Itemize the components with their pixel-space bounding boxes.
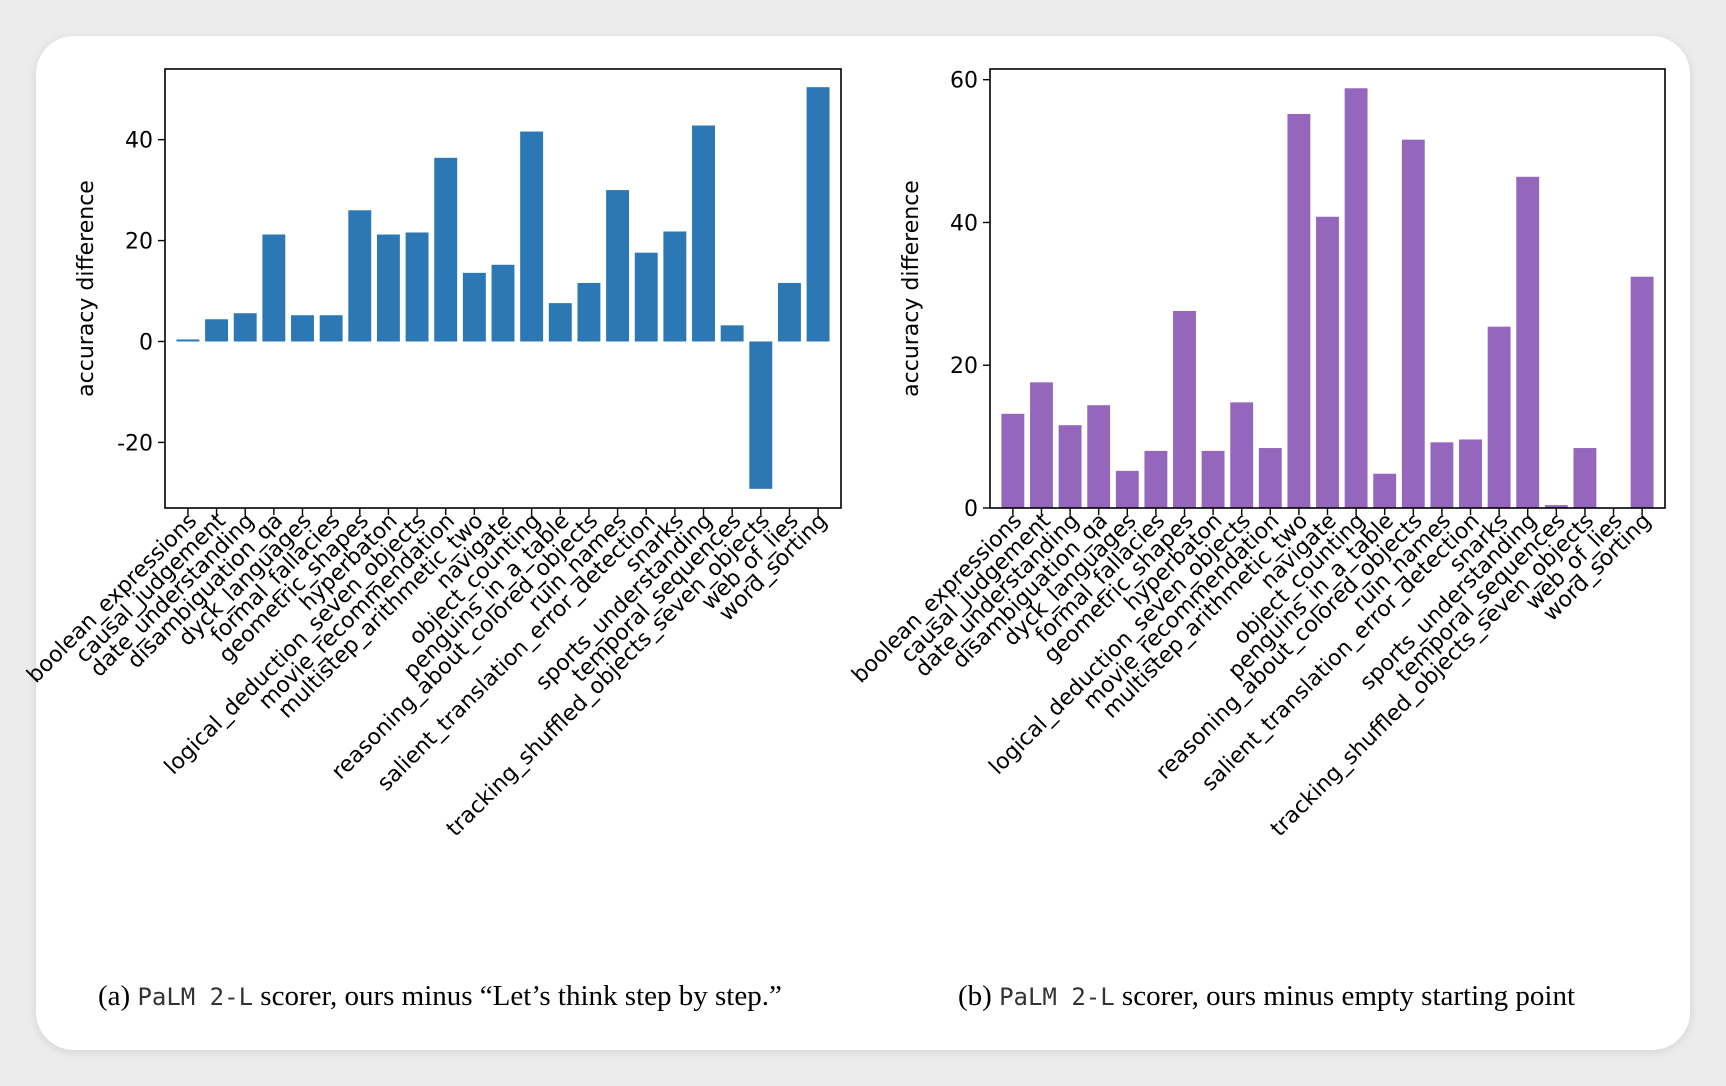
bar-salient_translation_error_detection [1459,439,1482,508]
caption-a-label: (a) [98,980,131,1012]
bar-geometric_shapes [1173,310,1196,508]
bar-ruin_names [1430,442,1454,508]
caption-a-model: PaLM 2-L [137,983,254,1011]
bar-object_counting [1344,88,1368,509]
caption-b: (b) PaLM 2-L scorer, ours minus empty st… [958,980,1575,1013]
bar-word_sorting [1630,276,1654,508]
bar-reasoning_about_colored_objects [577,282,601,342]
bar-reasoning_about_colored_objects [1401,139,1425,509]
bar-logical_deduction_seven_objects [405,232,429,342]
bar-movie_recommendation [1258,448,1282,508]
y-tick-label: 20 [950,354,978,379]
bar-date_understanding [233,313,257,342]
y-tick-label: -20 [117,431,153,456]
y-axis-label: accuracy difference [899,180,924,397]
y-tick-label: 0 [139,330,153,355]
bar-formal_fallacies [1144,450,1168,508]
bar-temporal_sequences [720,325,744,342]
y-tick-label: 60 [950,69,978,94]
caption-b-text: scorer, ours minus empty starting point [1121,980,1576,1012]
y-tick-label: 40 [950,211,978,236]
caption-a: (a) PaLM 2-L scorer, ours minus “Let’s t… [98,980,782,1013]
bar-navigate [1316,216,1339,508]
bar-word_sorting [806,87,830,342]
y-tick-label: 40 [125,129,153,154]
bar-object_counting [520,131,544,342]
bar-geometric_shapes [348,210,372,342]
bar-formal_fallacies [319,315,343,342]
bar-tracking_shuffled_objects_seven_objects [1573,448,1597,508]
bar-salient_translation_error_detection [634,252,658,342]
bar-disambiguation_qa [262,234,286,342]
bar-temporal_sequences [1544,505,1568,508]
bar-date_understanding [1058,425,1082,508]
bar-movie_recommendation [434,157,458,342]
bar-ruin_names [606,190,630,342]
y-tick-label: 20 [125,230,153,255]
bar-tracking_shuffled_objects_seven_objects [749,341,773,489]
caption-b-label: (b) [958,980,992,1012]
caption-b-model: PaLM 2-L [999,983,1115,1011]
y-tick-label: 0 [964,497,978,522]
caption-a-text: scorer, ours minus “Let’s think step by … [260,980,782,1012]
bar-boolean_expressions [176,339,200,342]
bar-navigate [491,264,515,342]
bar-boolean_expressions [1001,413,1025,508]
bar-logical_deduction_seven_objects [1230,402,1254,508]
bar-hyperbaton [1201,450,1225,508]
bar-dyck_languages [291,315,314,342]
bar-snarks [1487,326,1511,508]
y-axis-label: accuracy difference [74,180,99,397]
bar-multistep_arithmetic_two [1287,113,1311,508]
bar-web_of_lies [777,282,801,342]
bar-hyperbaton [376,234,400,342]
bar-penguins_in_a_table [548,303,572,342]
bar-causal_judgement [1030,382,1053,508]
bar-sports_understanding [1516,176,1540,508]
bar-snarks [663,231,687,342]
bar-sports_understanding [692,125,715,342]
bar-penguins_in_a_table [1373,473,1397,508]
bar-multistep_arithmetic_two [462,272,486,342]
bar-causal_judgement [205,319,229,342]
bar-disambiguation_qa [1087,405,1111,508]
bar-dyck_languages [1115,470,1139,508]
